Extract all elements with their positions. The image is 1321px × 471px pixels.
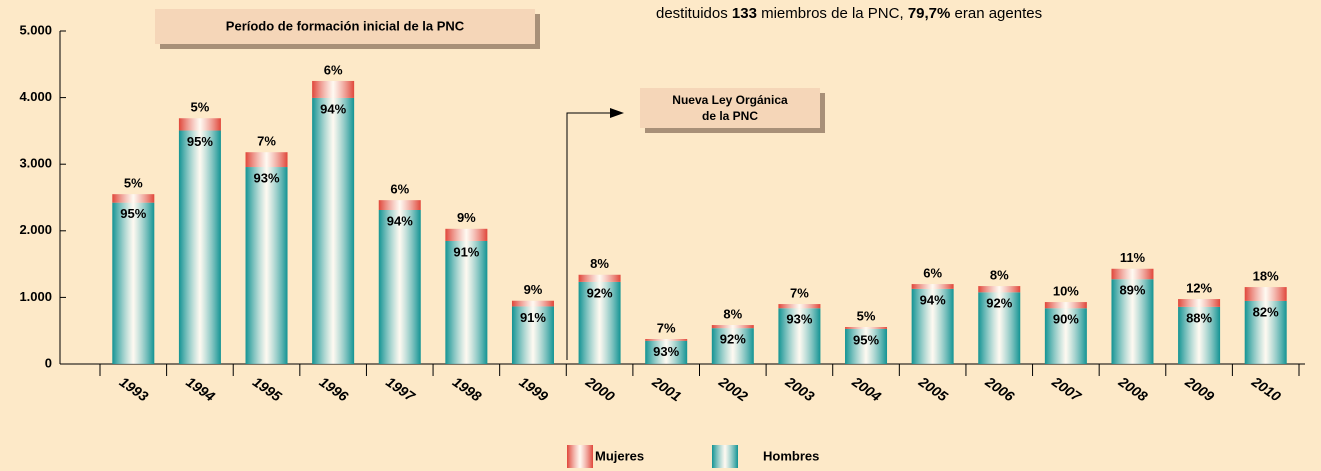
bar-segment	[711, 328, 754, 364]
bar-segment	[511, 300, 554, 307]
bar-segment	[312, 80, 355, 98]
bar-segment	[1244, 287, 1287, 301]
bar-segment	[1044, 308, 1087, 364]
bar-segment	[1111, 279, 1154, 364]
y-tick-label: 3.000	[19, 156, 52, 171]
annotation: Período de formación inicial de la PNC	[226, 18, 465, 33]
value-label: 9%	[524, 282, 543, 297]
bar-segment	[1044, 302, 1087, 309]
bar-segment	[1178, 299, 1221, 307]
y-tick-label: 4.000	[19, 89, 52, 104]
annotation: de la PNC	[702, 109, 758, 123]
annotation-box	[155, 9, 535, 44]
bar-segment	[112, 202, 155, 364]
bar-segment	[112, 194, 155, 203]
value-label: 18%	[1253, 269, 1279, 284]
bar-segment	[178, 130, 221, 364]
bar-segment	[445, 228, 488, 241]
bar-segment	[1111, 268, 1154, 280]
value-label: 95%	[120, 206, 146, 221]
value-label: 7%	[257, 134, 276, 149]
y-tick-label: 1.000	[19, 289, 52, 304]
value-label: 94%	[920, 292, 946, 307]
y-tick-label: 2.000	[19, 222, 52, 237]
note-part: eran agentes	[950, 5, 1042, 22]
value-label: 94%	[320, 101, 346, 116]
bar-segment	[312, 97, 355, 365]
value-label: 93%	[653, 344, 679, 359]
annotation-arrow	[566, 112, 612, 360]
legend-label: Mujeres	[595, 448, 644, 463]
value-label: 8%	[723, 306, 742, 321]
value-label: 82%	[1253, 304, 1279, 319]
value-label: 92%	[720, 332, 746, 347]
bar-segment	[645, 340, 688, 364]
bar-segment	[978, 292, 1021, 364]
annotation-box	[640, 88, 820, 128]
legend-label: Hombres	[763, 448, 819, 463]
bar-segment	[711, 325, 754, 329]
value-label: 8%	[590, 256, 609, 271]
note-part: miembros de la PNC,	[757, 5, 908, 22]
value-label: 94%	[387, 213, 413, 228]
value-label: 12%	[1186, 281, 1212, 296]
value-label: 91%	[453, 244, 479, 259]
value-label: 7%	[657, 320, 676, 335]
value-label: 6%	[390, 182, 409, 197]
note-part: 133	[732, 5, 757, 22]
value-label: 93%	[254, 170, 280, 185]
bar-segment	[245, 167, 288, 364]
note-part: 79,7%	[908, 5, 951, 22]
value-label: 11%	[1120, 250, 1146, 265]
bar-segment	[1244, 300, 1287, 364]
legend-swatch	[567, 445, 593, 468]
bar-segment	[845, 327, 888, 329]
value-label: 6%	[324, 62, 343, 77]
value-label: 8%	[990, 268, 1009, 283]
bar-segment	[511, 306, 554, 364]
value-label: 6%	[923, 266, 942, 281]
bar-segment	[578, 274, 621, 282]
value-label: 10%	[1053, 283, 1079, 298]
bar-segment	[911, 284, 954, 289]
value-label: 5%	[191, 100, 210, 115]
bar-segment	[778, 308, 821, 364]
bar-segment	[378, 209, 421, 364]
value-label: 88%	[1186, 310, 1212, 325]
note-part: destituidos	[656, 5, 732, 22]
bar-segment	[445, 240, 488, 364]
value-label: 95%	[187, 134, 213, 149]
bar-segment	[911, 288, 954, 364]
value-label: 5%	[124, 176, 143, 191]
legend-swatch	[712, 445, 738, 468]
bar-segment	[378, 200, 421, 210]
value-label: 5%	[857, 308, 876, 323]
value-label: 9%	[457, 210, 476, 225]
value-label: 90%	[1053, 312, 1079, 327]
value-label: 7%	[790, 285, 809, 300]
bar-segment	[778, 304, 821, 309]
bar-segment	[578, 281, 621, 364]
note: destituidos 133 miembros de la PNC, 79,7…	[656, 5, 1042, 22]
value-label: 95%	[853, 332, 879, 347]
bar-segment	[645, 339, 688, 341]
value-label: 91%	[520, 310, 546, 325]
value-label: 92%	[587, 285, 613, 300]
value-label: 93%	[786, 312, 812, 327]
value-label: 92%	[986, 296, 1012, 311]
bar-segment	[845, 328, 888, 364]
bar-segment	[178, 118, 221, 131]
arrow-head	[610, 108, 624, 118]
y-tick-label: 0	[45, 355, 52, 370]
annotation: Nueva Ley Orgánica	[672, 93, 788, 107]
bar-segment	[245, 152, 288, 168]
bar-segment	[1178, 306, 1221, 364]
bar-segment	[978, 286, 1021, 293]
value-label: 89%	[1119, 283, 1145, 298]
y-tick-label: 5.000	[19, 22, 52, 37]
